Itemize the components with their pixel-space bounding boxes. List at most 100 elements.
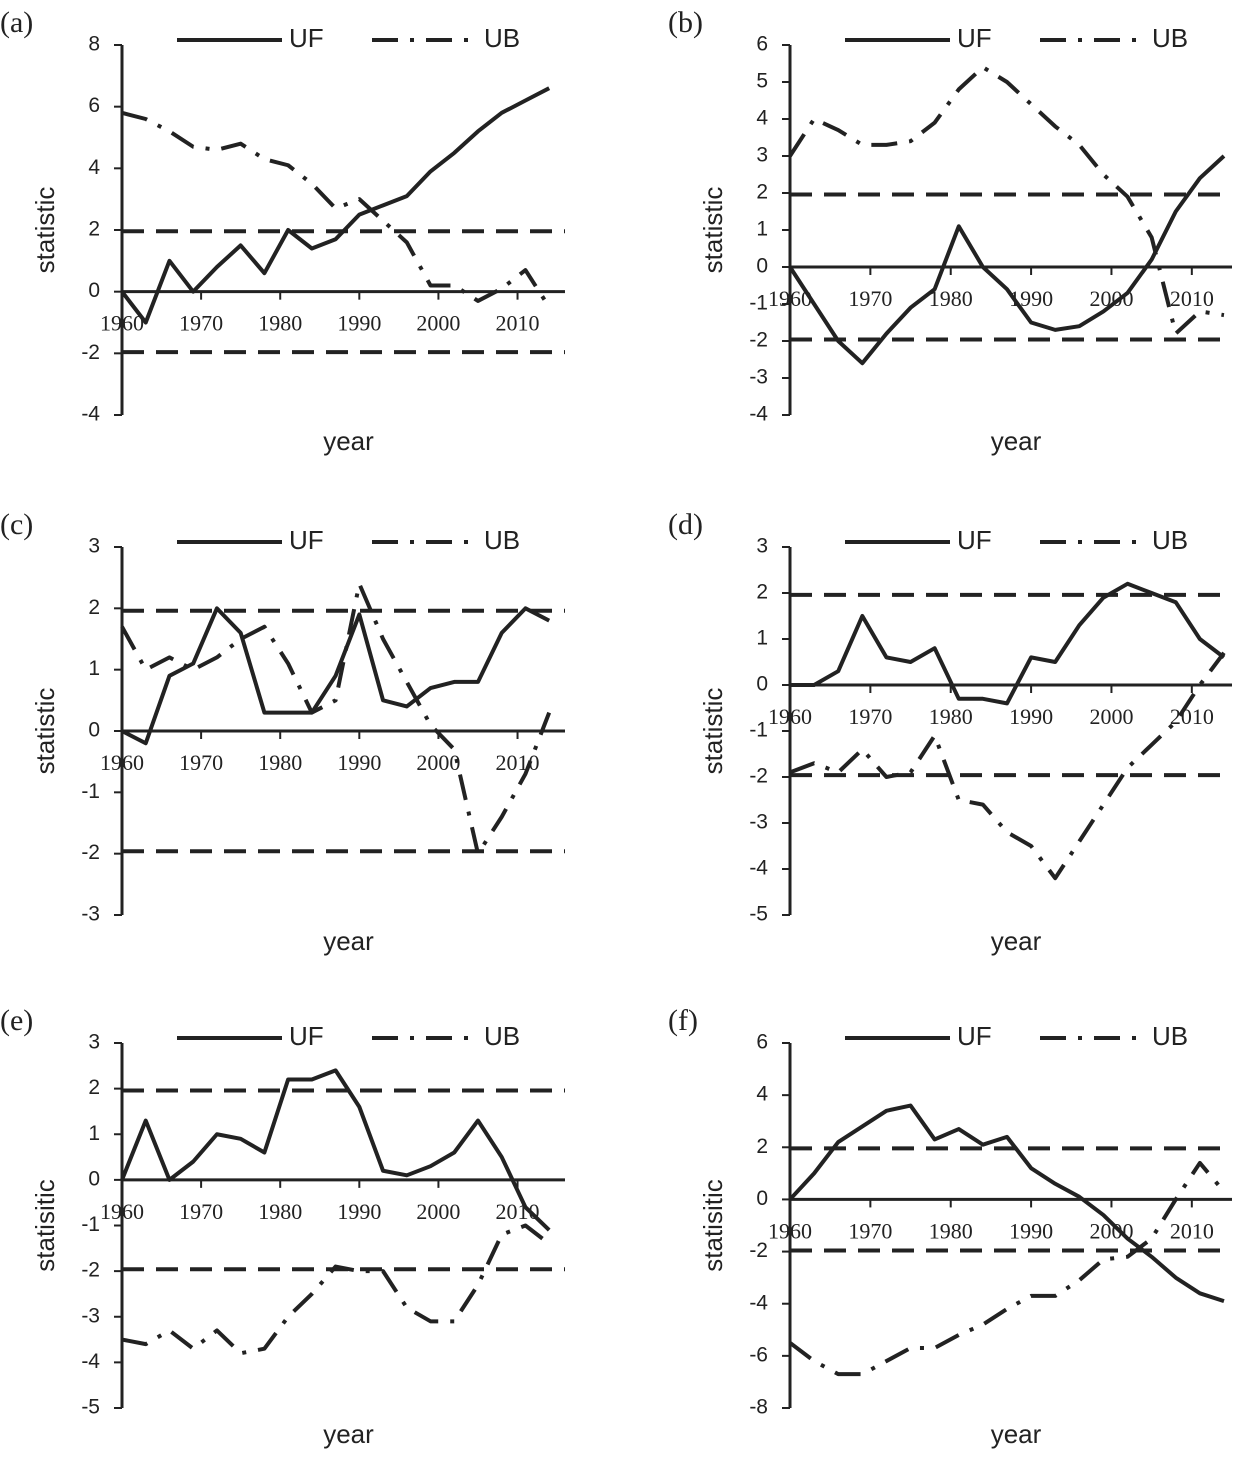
y-tick-label: 2 [88,218,100,241]
panel-label: (b) [668,6,703,39]
x-tick-label: 1970 [848,286,892,311]
y-tick-label: 1 [88,1122,100,1145]
series-line [788,1160,1226,1377]
y-tick-label: -2 [749,1239,768,1262]
y-tick-label: -3 [749,811,768,834]
y-tick-label: 0 [88,279,100,302]
x-tick-label: 1960 [100,750,144,775]
x-tick-label: 2000 [1089,704,1133,729]
x-axis-title: year [991,926,1042,956]
y-tick-label: 5 [756,70,768,93]
y-tick-label: -1 [81,1213,100,1236]
series-line [121,110,551,309]
y-tick-label: 0 [756,255,768,278]
panel-label: (d) [668,508,703,541]
y-tick-label: 3 [756,535,768,558]
y-tick-label: 4 [756,107,768,130]
y-axis-title: statistic [698,688,728,775]
y-tick-label: -3 [81,1304,100,1327]
y-tick-label: -8 [749,1396,768,1419]
y-tick-label: -2 [749,329,768,352]
x-tick-label: 2010 [1170,286,1214,311]
y-tick-label: 1 [756,627,768,650]
y-axis-title: statisitic [30,1179,60,1271]
y-tick-label: -5 [81,1396,100,1419]
y-tick-label: 0 [88,1167,100,1190]
x-tick-label: 1970 [179,750,223,775]
y-tick-label: 4 [88,156,100,179]
x-tick-label: 1960 [100,1199,144,1224]
x-tick-label: 1990 [1009,704,1053,729]
y-tick-label: 1 [88,657,100,680]
y-tick-label: -1 [81,780,100,803]
y-tick-label: 3 [88,1031,100,1054]
series-line [121,606,551,746]
y-tick-label: -1 [749,292,768,315]
x-tick-label: 1960 [100,311,144,336]
x-tick-label: 1980 [258,311,302,336]
series-line [788,65,1225,336]
x-tick-label: 1960 [768,704,812,729]
x-tick-label: 2000 [416,750,460,775]
y-tick-label: -5 [749,903,768,926]
y-axis-title: statistic [30,688,60,775]
x-tick-label: 2000 [416,1199,460,1224]
y-tick-label: 0 [88,719,100,742]
y-tick-label: -6 [749,1343,768,1366]
y-tick-label: -2 [81,341,100,364]
legend-label: UB [484,1021,520,1051]
series-line [120,86,551,325]
x-tick-label: 1970 [848,704,892,729]
x-tick-label: 1970 [179,311,223,336]
legend-label: UB [1152,23,1188,53]
y-tick-label: 0 [756,1187,768,1210]
x-tick-label: 2010 [496,311,540,336]
legend-label: UF [289,1021,324,1051]
y-tick-label: 6 [756,1031,768,1054]
panel-label: (c) [0,508,33,541]
x-tick-label: 1990 [337,750,381,775]
series-line [790,581,1226,706]
y-tick-label: -4 [81,403,100,426]
y-tick-label: -3 [81,903,100,926]
legend-label: UF [289,525,324,555]
legend-label: UF [957,1021,992,1051]
y-tick-label: 6 [88,94,100,117]
y-tick-label: -2 [81,841,100,864]
panel-label: (a) [0,6,33,39]
y-tick-label: -2 [749,765,768,788]
x-tick-label: 1970 [848,1218,892,1243]
legend-label: UF [957,23,992,53]
y-axis-title: statistic [30,187,60,274]
x-tick-label: 1980 [258,1199,302,1224]
y-tick-label: 2 [756,581,768,604]
series-line [120,581,552,856]
x-tick-label: 2010 [496,1199,540,1224]
y-tick-label: 6 [756,33,768,56]
y-tick-label: 0 [756,673,768,696]
x-axis-title: year [991,1419,1042,1449]
y-tick-label: 2 [88,1076,100,1099]
legend-label: UB [1152,525,1188,555]
series-line [120,1068,551,1232]
x-tick-label: 1990 [337,311,381,336]
x-tick-label: 1980 [929,1218,973,1243]
series-line [789,651,1226,881]
x-tick-label: 2010 [496,750,540,775]
y-axis-title: statisitic [698,1179,728,1271]
x-tick-label: 1960 [768,1218,812,1243]
x-axis-title: year [323,426,374,456]
x-tick-label: 1980 [258,750,302,775]
y-tick-label: -2 [81,1259,100,1282]
legend-label: UF [957,525,992,555]
y-tick-label: 2 [756,1135,768,1158]
y-tick-label: 3 [88,535,100,558]
y-tick-label: 3 [756,144,768,167]
y-tick-label: 4 [756,1083,768,1106]
y-axis-title: statistic [698,187,728,274]
y-tick-label: -4 [749,403,768,426]
legend-label: UB [1152,1021,1188,1051]
y-tick-label: -4 [749,1291,768,1314]
y-tick-label: -3 [749,366,768,389]
